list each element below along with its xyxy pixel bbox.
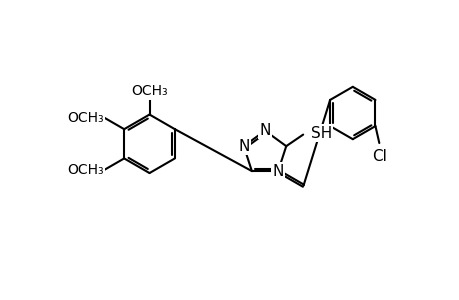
Text: OCH₃: OCH₃ bbox=[131, 84, 168, 98]
Text: N: N bbox=[238, 139, 249, 154]
Text: OCH₃: OCH₃ bbox=[67, 111, 104, 124]
Text: N: N bbox=[259, 123, 270, 138]
Text: N: N bbox=[272, 164, 283, 178]
Text: Cl: Cl bbox=[371, 149, 386, 164]
Text: SH: SH bbox=[310, 125, 331, 140]
Text: OCH₃: OCH₃ bbox=[67, 163, 104, 177]
